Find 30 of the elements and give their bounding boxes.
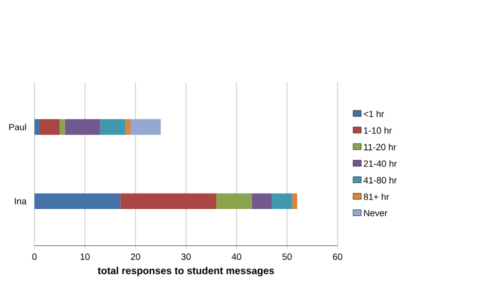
bar: [34, 194, 120, 210]
bar: [125, 119, 130, 136]
x-tick-label: 20: [130, 254, 140, 260]
legend-label: 11-20 hr: [364, 144, 396, 150]
legend-label: Never: [364, 210, 388, 216]
legend-label: 1-10 hr: [364, 127, 392, 134]
bar: [120, 194, 216, 210]
bar: [64, 119, 100, 136]
x-axis-title: total responses to student messages: [98, 267, 274, 276]
bar: [40, 119, 60, 136]
bar: [60, 119, 65, 136]
x-tick-label: 30: [181, 254, 191, 260]
bar: [216, 194, 252, 210]
x-tick-label: 10: [80, 254, 90, 260]
legend-label: 81+ hr: [364, 194, 390, 200]
bar: [272, 194, 292, 210]
x-tick-label: 60: [333, 254, 342, 260]
x-tick-label: 50: [282, 254, 292, 260]
bar: [100, 119, 126, 136]
legend-label: <1 hr: [364, 110, 384, 118]
legend-label: 21-40 hr: [364, 160, 397, 168]
x-tick-label: 0: [32, 254, 37, 260]
bar: [292, 194, 298, 210]
y-tick-label: Ina: [14, 198, 27, 205]
bar: [252, 194, 272, 210]
bar: [130, 119, 161, 136]
bar: [34, 119, 40, 136]
y-tick-label: Paul: [9, 124, 26, 131]
legend-label: 41-80 hr: [364, 177, 397, 184]
x-tick-label: 40: [232, 254, 242, 260]
